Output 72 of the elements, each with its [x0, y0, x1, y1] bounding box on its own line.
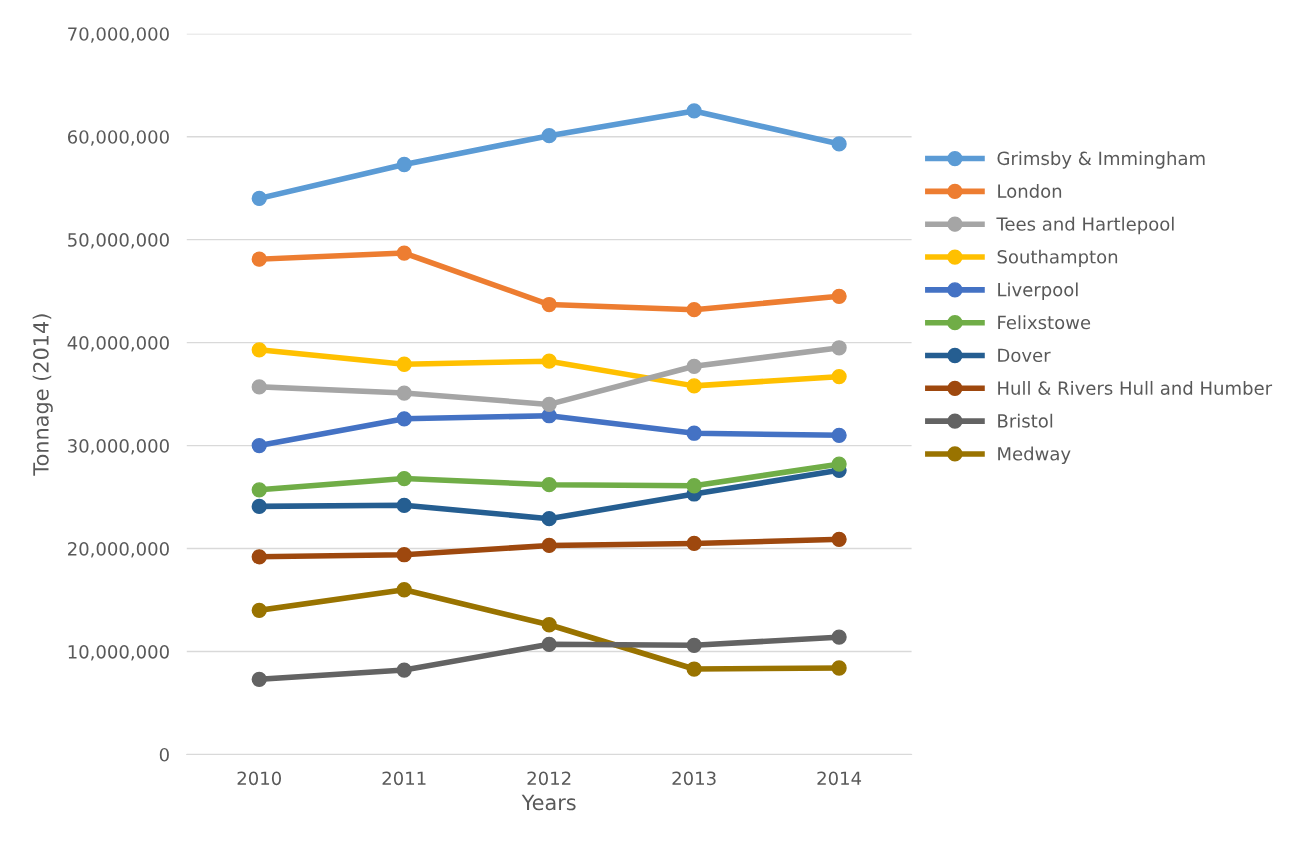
point [396, 582, 412, 598]
y-tick-label: 30,000,000 [68, 439, 169, 455]
point [686, 302, 702, 318]
point [686, 478, 702, 494]
x-tick-label: 2011 [382, 771, 426, 786]
legend-label: Tees and Hartlepool [996, 216, 1174, 235]
y-tick-label: 10,000,000 [68, 644, 169, 661]
point [251, 379, 267, 395]
x-tick-label: 2013 [672, 771, 716, 786]
point [686, 378, 702, 394]
legend-label: Felixstowe [998, 315, 1091, 330]
point [396, 662, 412, 678]
point [396, 411, 412, 427]
legend-label: Hull & Rivers Hull and Humber [998, 380, 1273, 395]
point [831, 368, 847, 385]
legend-label: Southampton [997, 249, 1118, 268]
x-tick-label: 2010 [237, 771, 282, 786]
y-tick-label: 0 [159, 747, 169, 762]
legend-label: Dover [998, 348, 1051, 363]
legend-label: Medway [998, 446, 1071, 465]
point [396, 385, 412, 401]
point [396, 497, 412, 513]
point [251, 671, 267, 687]
point [686, 661, 702, 677]
point [686, 103, 702, 119]
point [686, 637, 702, 653]
point [686, 425, 702, 441]
x-tick-label: 2012 [527, 771, 571, 786]
legend-label: Liverpool [998, 282, 1078, 300]
point [541, 617, 557, 633]
x-axis-title: Years [521, 794, 576, 811]
point [396, 156, 412, 173]
point [831, 136, 847, 152]
y-tick-label: 20,000,000 [68, 542, 169, 558]
point [831, 288, 847, 304]
y-axis-title: Tonnage (2014) [32, 314, 53, 476]
legend-label: Bristol [998, 413, 1053, 428]
legend-label: Grimsby & Immingham [997, 151, 1205, 169]
legend-label: London [998, 184, 1062, 198]
y-tick-label: 60,000,000 [67, 130, 169, 146]
y-tick-label: 40,000,000 [67, 336, 169, 352]
point [251, 437, 267, 454]
x-tick-label: 2014 [817, 771, 862, 786]
point [831, 531, 847, 547]
point [686, 535, 702, 552]
point [831, 340, 847, 356]
point [251, 498, 267, 514]
point [251, 482, 267, 498]
point [251, 342, 267, 358]
point [541, 537, 557, 554]
y-tick-label: 50,000,000 [68, 233, 169, 249]
point [831, 427, 847, 443]
point [831, 629, 847, 645]
point [686, 358, 702, 374]
y-tick-label: 70,000,000 [68, 27, 169, 43]
point [541, 636, 557, 652]
point [396, 356, 412, 372]
point [251, 251, 267, 267]
point [831, 660, 847, 676]
point [396, 245, 412, 261]
point [541, 353, 557, 369]
point [541, 128, 557, 144]
point [396, 470, 412, 487]
point [251, 190, 267, 207]
point [541, 511, 557, 527]
point [831, 456, 847, 472]
point [251, 549, 267, 565]
point [541, 477, 557, 493]
point [541, 296, 557, 313]
point [541, 396, 557, 413]
point [251, 602, 267, 618]
point [396, 547, 412, 563]
